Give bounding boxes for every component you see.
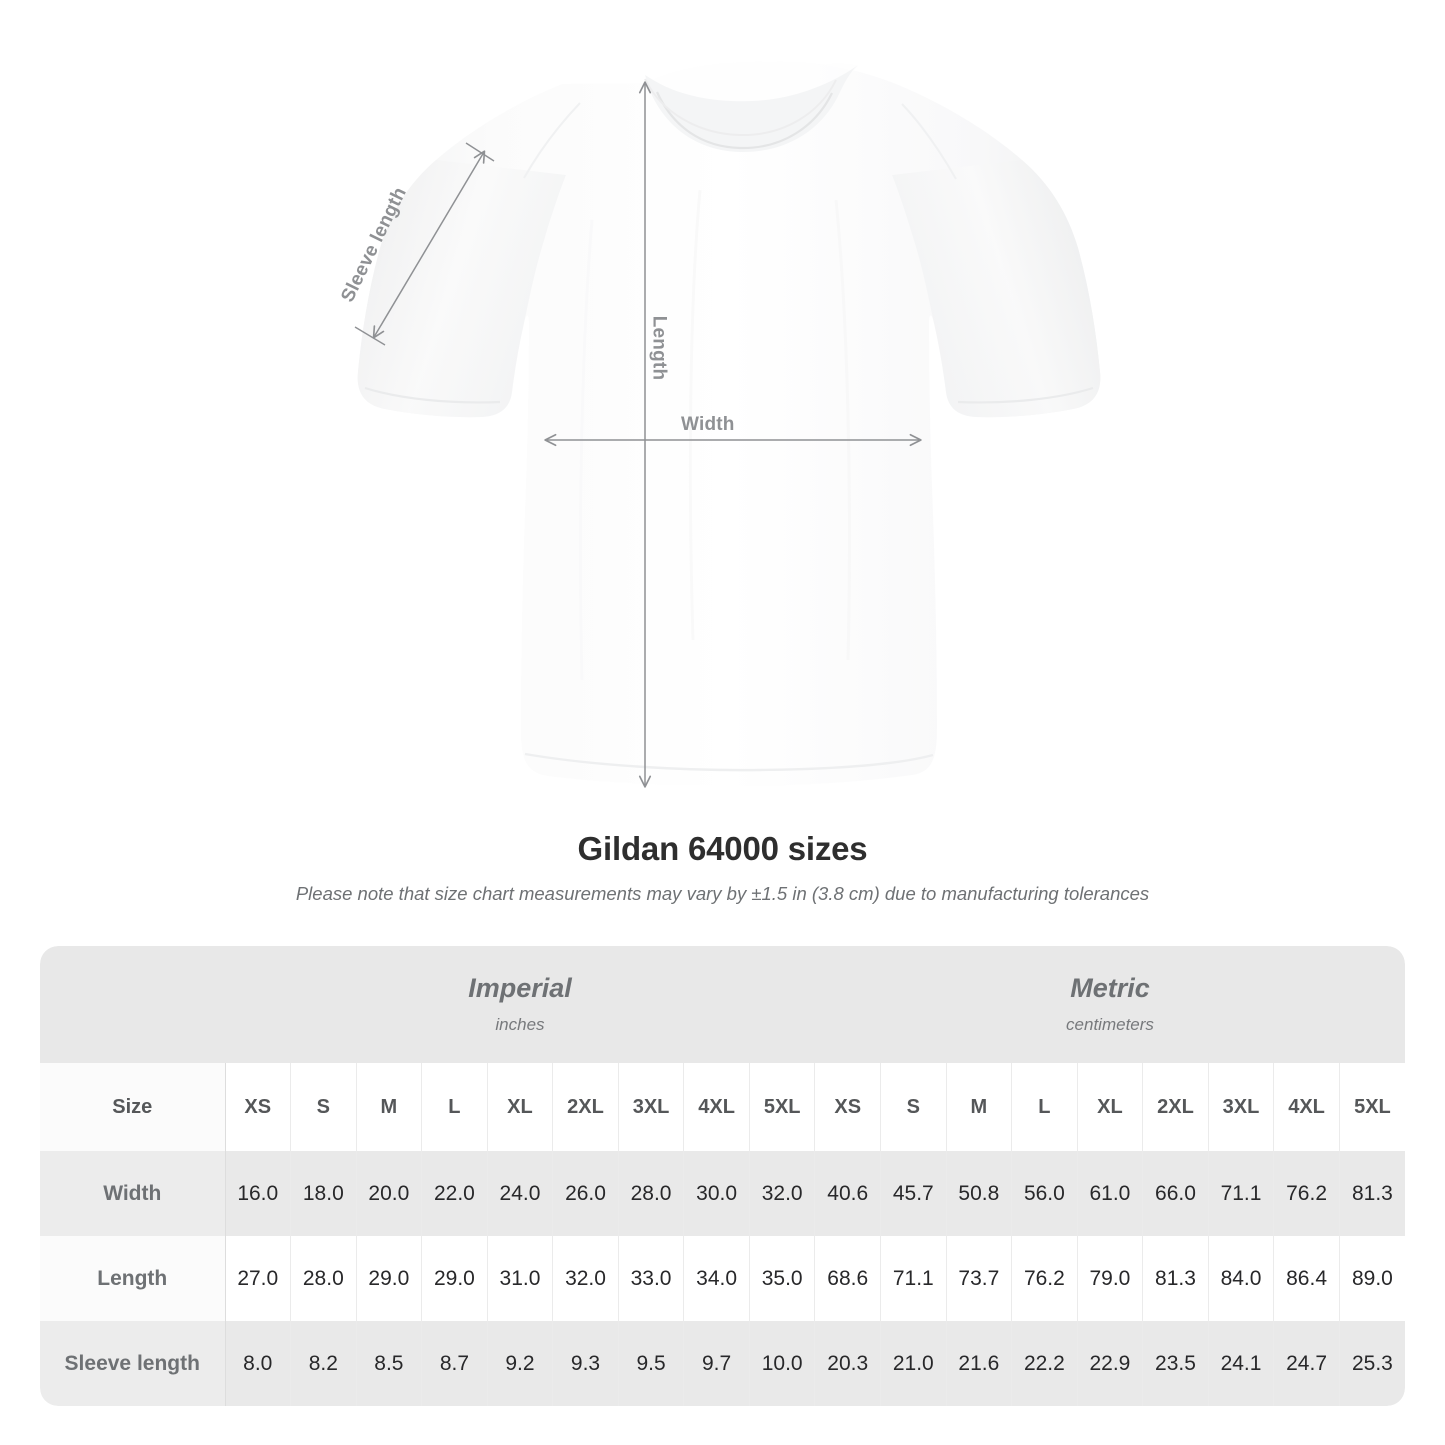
cell-sleeve-imperial-5xl: 10.0: [749, 1321, 816, 1406]
size-header-metric-3xl: 3XL: [1208, 1063, 1275, 1151]
cell-width-imperial-xs: 16.0: [225, 1151, 292, 1236]
cell-sleeve-metric-4xl: 24.7: [1273, 1321, 1340, 1406]
cell-length-metric-xl: 79.0: [1077, 1236, 1144, 1321]
cell-length-imperial-xs: 27.0: [225, 1236, 292, 1321]
title-block: Gildan 64000 sizes Please note that size…: [0, 830, 1445, 905]
size-header-imperial-3xl: 3XL: [618, 1063, 685, 1151]
unit-header-spacer: [40, 946, 225, 1063]
cell-width-metric-2xl: 66.0: [1142, 1151, 1209, 1236]
size-header-metric-5xl: 5XL: [1339, 1063, 1406, 1151]
cell-length-metric-2xl: 81.3: [1142, 1236, 1209, 1321]
cell-width-imperial-s: 18.0: [290, 1151, 357, 1236]
cell-width-imperial-m: 20.0: [356, 1151, 423, 1236]
cell-length-metric-xs: 68.6: [814, 1236, 882, 1321]
size-header-metric-xs: XS: [814, 1063, 882, 1151]
cell-width-imperial-4xl: 30.0: [683, 1151, 750, 1236]
cell-length-imperial-4xl: 34.0: [683, 1236, 750, 1321]
cell-width-metric-5xl: 81.3: [1339, 1151, 1406, 1236]
cell-width-metric-s: 45.7: [880, 1151, 947, 1236]
size-header-label: Size: [40, 1063, 226, 1151]
tshirt-diagram: Sleeve length Length Width: [337, 61, 1101, 788]
unit-header-metric: Metric centimeters: [814, 946, 1406, 1063]
size-header-imperial-m: M: [356, 1063, 423, 1151]
cell-width-imperial-2xl: 26.0: [552, 1151, 619, 1236]
cell-length-metric-5xl: 89.0: [1339, 1236, 1406, 1321]
tolerance-note: Please note that size chart measurements…: [295, 883, 1150, 904]
length-label: Length: [648, 315, 670, 381]
sleeve-length-arrow: [372, 150, 486, 339]
cell-length-imperial-l: 29.0: [421, 1236, 488, 1321]
cell-sleeve-imperial-4xl: 9.7: [683, 1321, 750, 1406]
row-label-sleeve-length: Sleeve length: [40, 1321, 226, 1406]
size-header-imperial-4xl: 4XL: [683, 1063, 750, 1151]
table-row: Sleeve length 8.0 8.2 8.5 8.7 9.2 9.3 9.…: [40, 1321, 1406, 1406]
table-row: Length 27.0 28.0 29.0 29.0 31.0 32.0 33.…: [40, 1236, 1406, 1321]
size-header-metric-xl: XL: [1077, 1063, 1144, 1151]
cell-length-imperial-m: 29.0: [356, 1236, 423, 1321]
cell-width-imperial-5xl: 32.0: [749, 1151, 816, 1236]
metric-sub: centimeters: [1066, 1014, 1154, 1034]
size-chart-table: Imperial inches Metric centimeters Size …: [40, 946, 1406, 1406]
size-header-imperial-xl: XL: [487, 1063, 554, 1151]
size-header-metric-s: S: [880, 1063, 947, 1151]
size-header-imperial-5xl: 5XL: [749, 1063, 816, 1151]
cell-length-metric-m: 73.7: [946, 1236, 1013, 1321]
cell-sleeve-imperial-m: 8.5: [356, 1321, 423, 1406]
cell-sleeve-metric-2xl: 23.5: [1142, 1321, 1209, 1406]
cell-width-metric-4xl: 76.2: [1273, 1151, 1340, 1236]
cell-width-metric-xs: 40.6: [814, 1151, 882, 1236]
size-header-imperial-xs: XS: [225, 1063, 292, 1151]
page-title: Gildan 64000 sizes: [577, 830, 868, 867]
cell-length-metric-3xl: 84.0: [1208, 1236, 1275, 1321]
cell-width-metric-m: 50.8: [946, 1151, 1013, 1236]
cell-width-imperial-3xl: 28.0: [618, 1151, 685, 1236]
size-header-imperial-l: L: [421, 1063, 488, 1151]
table-row: Width 16.0 18.0 20.0 22.0 24.0 26.0 28.0…: [40, 1151, 1406, 1236]
cell-length-imperial-5xl: 35.0: [749, 1236, 816, 1321]
cell-sleeve-imperial-s: 8.2: [290, 1321, 357, 1406]
cell-sleeve-imperial-l: 8.7: [421, 1321, 488, 1406]
cell-sleeve-metric-xl: 22.9: [1077, 1321, 1144, 1406]
cell-sleeve-imperial-xs: 8.0: [225, 1321, 292, 1406]
size-header-metric-4xl: 4XL: [1273, 1063, 1340, 1151]
cell-length-imperial-s: 28.0: [290, 1236, 357, 1321]
cell-sleeve-metric-5xl: 25.3: [1339, 1321, 1406, 1406]
cell-sleeve-imperial-2xl: 9.3: [552, 1321, 619, 1406]
imperial-name: Imperial: [468, 972, 572, 1003]
unit-header-imperial: Imperial inches: [225, 946, 815, 1063]
imperial-sub: inches: [495, 1014, 545, 1034]
metric-name: Metric: [1070, 972, 1150, 1003]
cell-sleeve-metric-3xl: 24.1: [1208, 1321, 1275, 1406]
cell-width-metric-xl: 61.0: [1077, 1151, 1144, 1236]
cell-length-imperial-3xl: 33.0: [618, 1236, 685, 1321]
cell-width-metric-3xl: 71.1: [1208, 1151, 1275, 1236]
width-label: Width: [681, 414, 735, 435]
tshirt-illustration: [354, 61, 1101, 788]
cell-length-metric-4xl: 86.4: [1273, 1236, 1340, 1321]
size-header-metric-2xl: 2XL: [1142, 1063, 1209, 1151]
cell-width-metric-l: 56.0: [1011, 1151, 1078, 1236]
row-label-length: Length: [40, 1236, 226, 1321]
size-header-imperial-s: S: [290, 1063, 357, 1151]
unit-header-row: Imperial inches Metric centimeters: [40, 946, 1406, 1063]
cell-length-metric-l: 76.2: [1011, 1236, 1078, 1321]
cell-width-imperial-xl: 24.0: [487, 1151, 554, 1236]
cell-sleeve-imperial-3xl: 9.5: [618, 1321, 685, 1406]
cell-sleeve-metric-xs: 20.3: [814, 1321, 882, 1406]
cell-sleeve-imperial-xl: 9.2: [487, 1321, 554, 1406]
cell-sleeve-metric-l: 22.2: [1011, 1321, 1078, 1406]
cell-sleeve-metric-s: 21.0: [880, 1321, 947, 1406]
cell-length-imperial-xl: 31.0: [487, 1236, 554, 1321]
row-label-width: Width: [40, 1151, 226, 1236]
cell-length-imperial-2xl: 32.0: [552, 1236, 619, 1321]
cell-sleeve-metric-m: 21.6: [946, 1321, 1013, 1406]
cell-width-imperial-l: 22.0: [421, 1151, 488, 1236]
size-header-metric-l: L: [1011, 1063, 1078, 1151]
size-header-row: Size XS S M L XL 2XL 3XL 4XL 5XL XS S M …: [40, 1063, 1406, 1151]
cell-length-metric-s: 71.1: [880, 1236, 947, 1321]
size-header-imperial-2xl: 2XL: [552, 1063, 619, 1151]
size-chart-table-wrapper: Imperial inches Metric centimeters Size …: [40, 946, 1406, 1406]
size-header-metric-m: M: [946, 1063, 1013, 1151]
